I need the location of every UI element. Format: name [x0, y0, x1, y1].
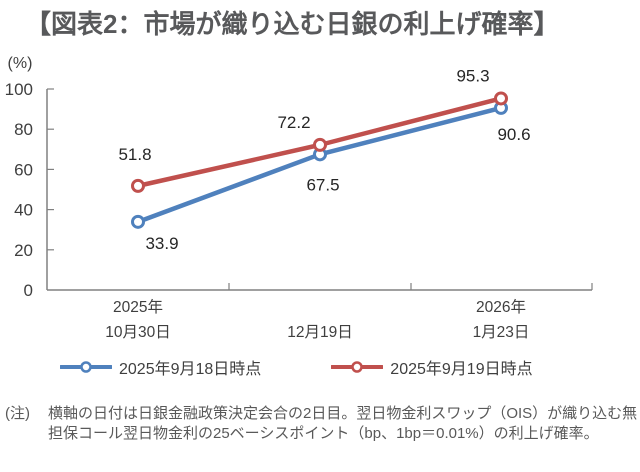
data-label: 95.3: [456, 66, 489, 85]
legend-item-sep18: 2025年9月18日時点: [60, 355, 261, 379]
data-point-marker: [131, 178, 145, 193]
y-tick-label: 0: [24, 281, 33, 300]
legend-item-sep19: 2025年9月19日時点: [331, 355, 533, 379]
data-label: 72.2: [277, 113, 310, 132]
chart-title: 【図表2：市場が織り込む日銀の利上げ確率】: [25, 9, 560, 39]
legend-marker-blue-icon: [60, 361, 112, 373]
legend-marker-red-icon: [331, 361, 384, 373]
data-point-marker: [131, 214, 145, 229]
x-tick-label: 2025年: [113, 298, 163, 316]
y-tick-label: 20: [14, 241, 33, 260]
legend-label-sep18: 2025年9月18日時点: [119, 361, 262, 378]
footnote-text: 横軸の日付は日銀金融政策決定会合の2日目。翌日物金利スワップ（OIS）が織り込む…: [48, 404, 637, 444]
x-tick-label: 10月30日: [105, 324, 170, 341]
footnote-marker: (注): [5, 405, 30, 422]
x-tick-label: 1月23日: [473, 324, 530, 341]
footnote-line-2: 担保コール翌日物金利の25ベーシスポイント（bp、1bp＝0.01%）の利上げ確…: [48, 425, 599, 442]
data-point-marker: [313, 137, 327, 152]
y-tick-label: 80: [14, 120, 33, 139]
data-label: 90.6: [497, 125, 530, 144]
footnote-line-1: 横軸の日付は日銀金融政策決定会合の2日目。翌日物金利スワップ（OIS）が織り込む…: [48, 405, 638, 422]
line-chart: (%) 0 20 40 60 80 100 2025年 10月30日 12月19日 2026年 1月2…: [0, 47, 640, 347]
footnote: (注) 横軸の日付は日銀金融政策決定会合の2日目。翌日物金利スワップ（OIS）が…: [0, 404, 640, 444]
data-label: 51.8: [118, 145, 151, 164]
data-label: 33.9: [145, 234, 178, 253]
data-point-marker: [494, 91, 508, 106]
chart-legend: 2025年9月18日時点 2025年9月19日時点: [0, 356, 640, 378]
x-tick-label: 12月19日: [287, 324, 352, 341]
chart-canvas: (%) 0 20 40 60 80 100 2025年 10月30日 12月19日 2026年 1月2…: [5, 55, 593, 341]
data-label: 67.5: [306, 175, 339, 194]
y-tick-label: 100: [5, 80, 33, 99]
series-line: [135, 105, 504, 225]
y-tick-label: 40: [14, 201, 33, 220]
y-axis-unit-label: (%): [8, 55, 33, 72]
x-tick-label: 2026年: [476, 298, 526, 316]
y-tick-label: 60: [14, 160, 33, 179]
legend-label-sep19: 2025年9月19日時点: [390, 361, 533, 378]
